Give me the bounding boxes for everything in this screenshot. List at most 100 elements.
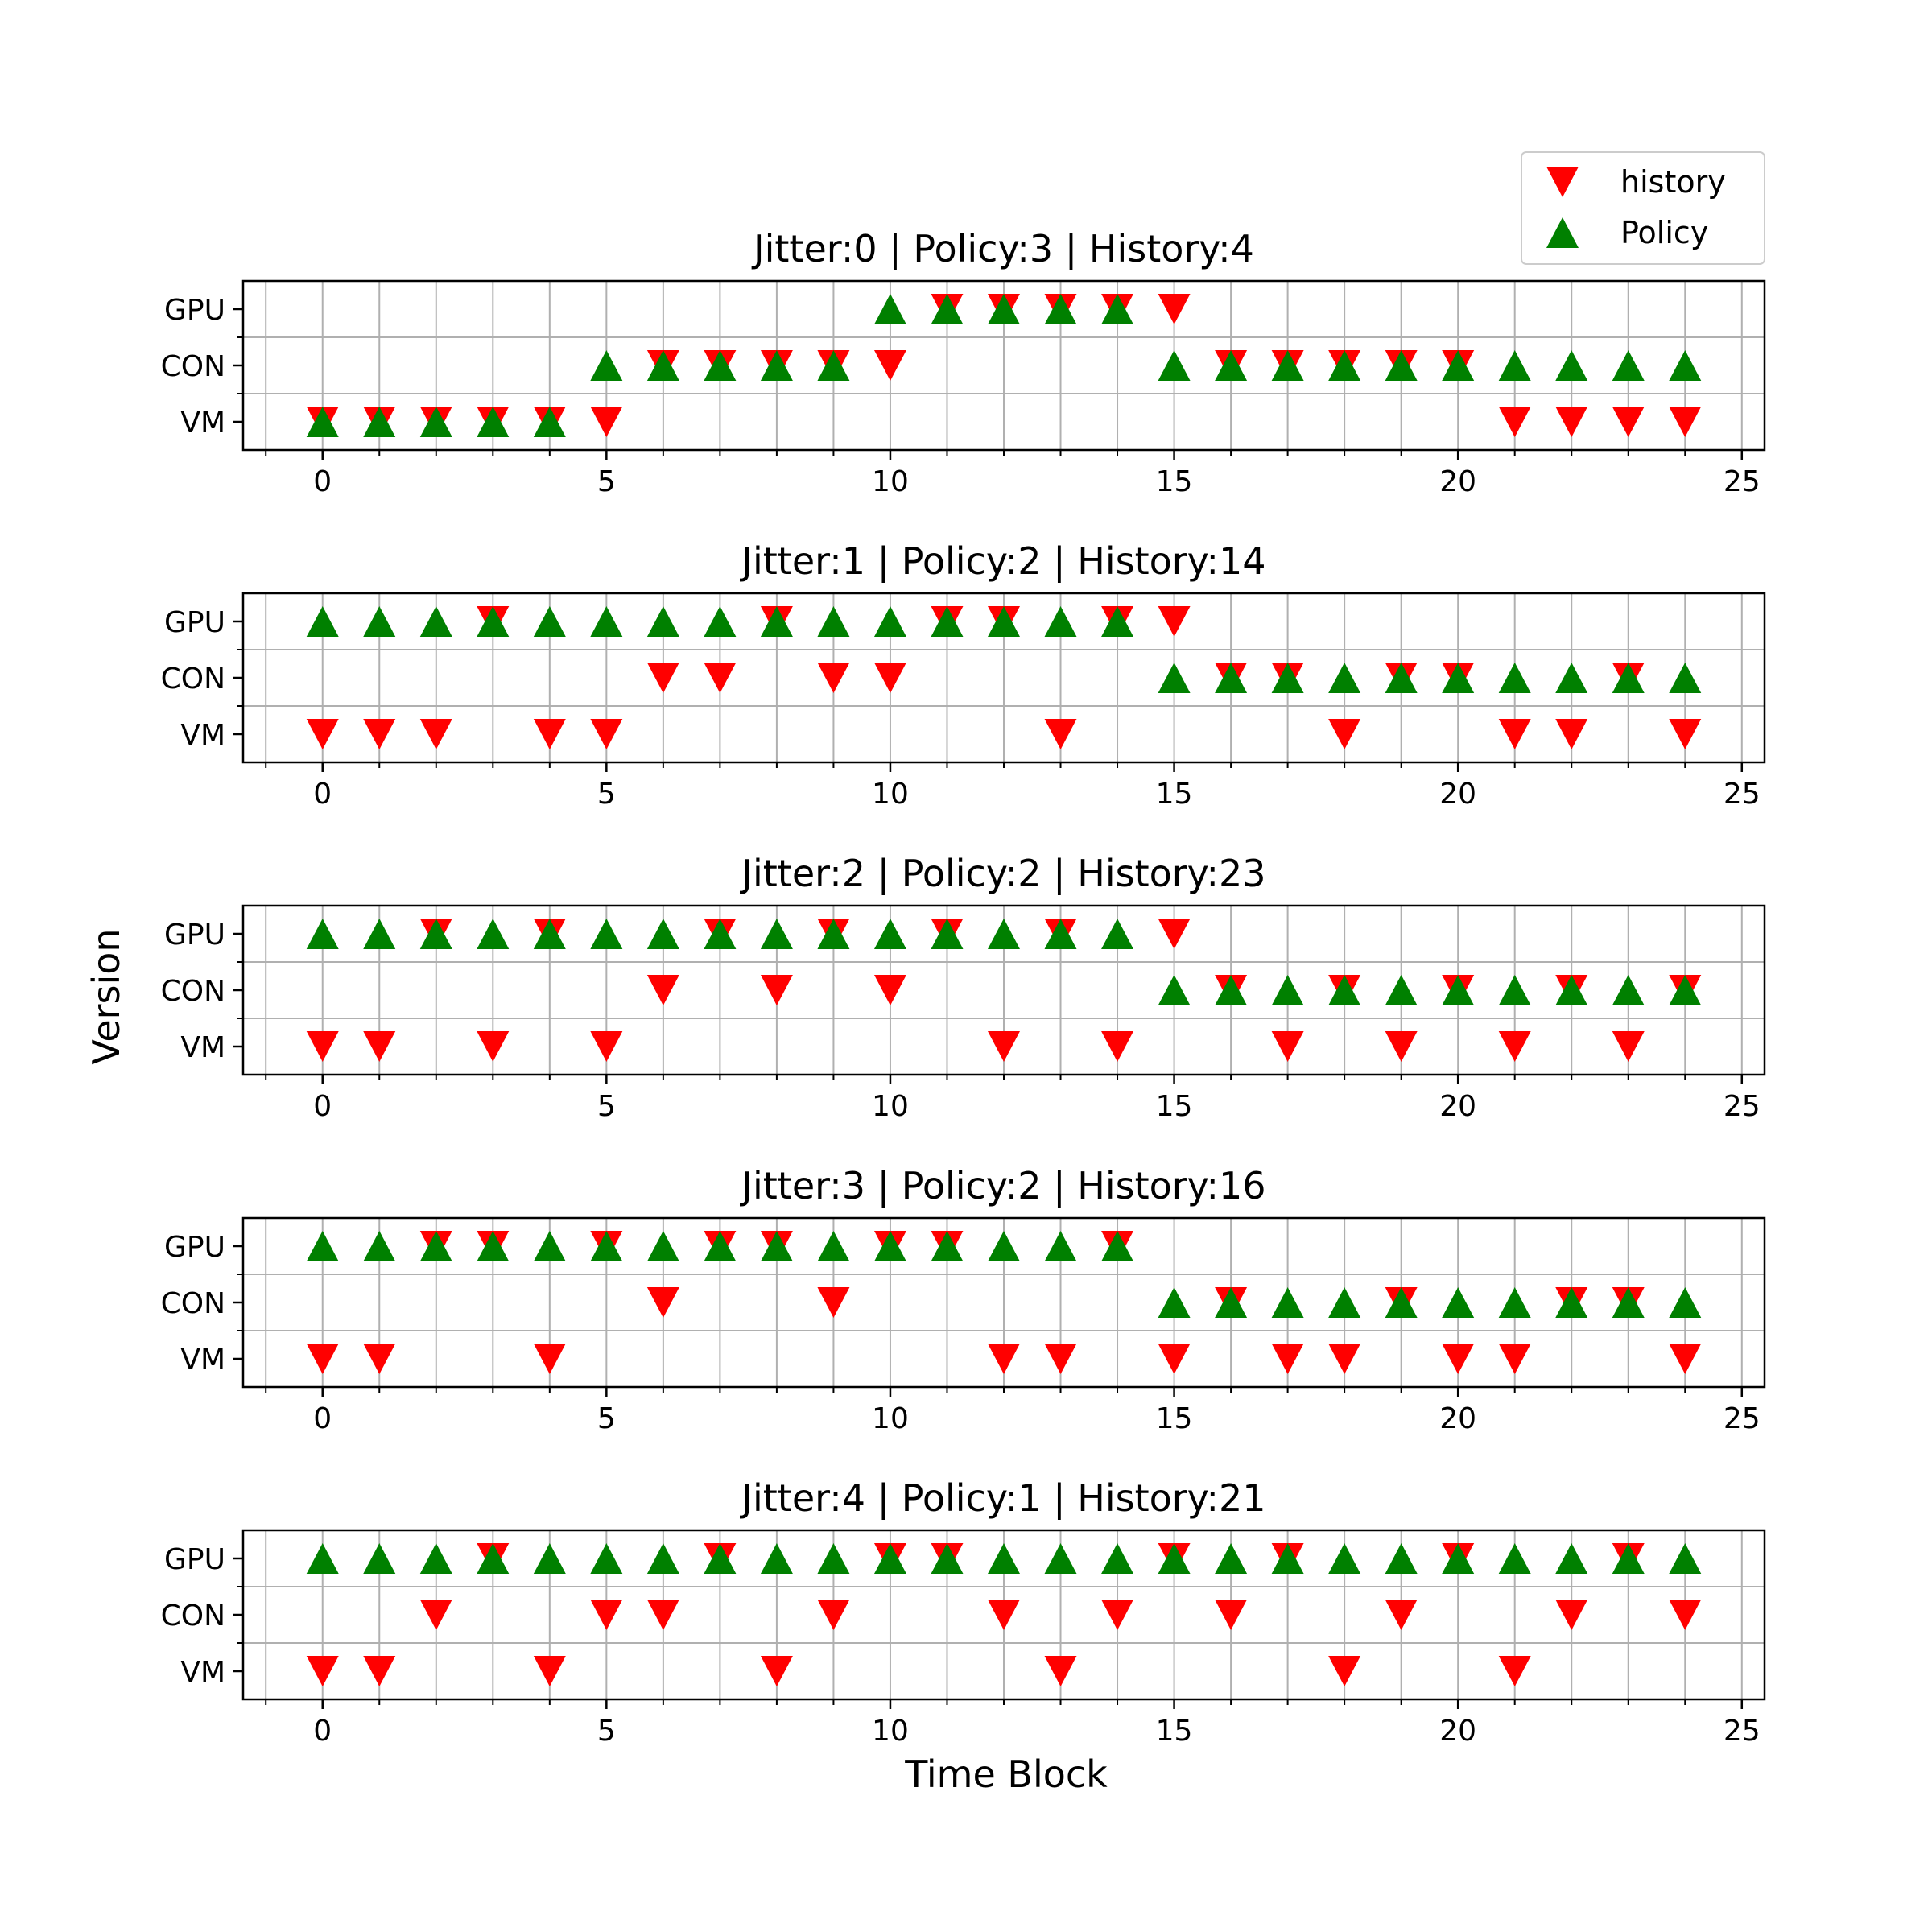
- history-marker: [590, 1031, 623, 1062]
- history-marker: [1158, 294, 1191, 324]
- y-tick-label: CON: [161, 350, 225, 383]
- history-marker: [363, 1344, 396, 1374]
- policy-marker: [590, 606, 623, 637]
- history-marker: [817, 1287, 850, 1318]
- x-tick-label: 15: [1156, 465, 1193, 498]
- subplot-title: Jitter:2 | Policy:2 | History:23: [739, 852, 1265, 896]
- policy-marker: [363, 919, 396, 949]
- history-marker: [1498, 719, 1531, 749]
- history-marker: [1498, 1344, 1531, 1374]
- y-tick-label: GPU: [164, 294, 225, 327]
- history-marker: [533, 719, 566, 749]
- history-marker: [873, 350, 906, 381]
- history-marker: [646, 663, 679, 693]
- policy-marker: [1101, 919, 1134, 949]
- policy-marker: [533, 606, 566, 637]
- history-marker: [1328, 1344, 1361, 1374]
- policy-marker: [363, 1231, 396, 1261]
- x-tick-label: 20: [1439, 778, 1476, 811]
- subplot-5: Jitter:4 | Policy:1 | History:21 0 5 10 15 20…: [161, 1476, 1766, 1748]
- subplot-title: Jitter:3 | Policy:2 | History:16: [739, 1164, 1265, 1208]
- history-marker: [363, 719, 396, 749]
- history-marker: [873, 975, 906, 1005]
- legend-marker-policy: [1546, 217, 1579, 248]
- policy-marker: [1669, 975, 1702, 1005]
- policy-marker: [1215, 1287, 1248, 1318]
- policy-marker: [988, 1543, 1020, 1574]
- policy-marker: [1044, 606, 1077, 637]
- x-tick-label: 15: [1156, 778, 1193, 811]
- history-marker: [988, 1344, 1020, 1374]
- history-marker: [1669, 407, 1702, 437]
- history-marker: [1555, 1600, 1588, 1630]
- history-marker: [363, 1656, 396, 1686]
- policy-marker: [1328, 1287, 1361, 1318]
- x-tick-label: 5: [597, 1715, 616, 1748]
- policy-marker: [931, 294, 964, 324]
- policy-marker: [1612, 1543, 1645, 1574]
- policy-marker: [1612, 1287, 1645, 1318]
- history-marker: [1669, 1600, 1702, 1630]
- policy-marker: [760, 1543, 793, 1574]
- policy-marker: [533, 919, 566, 949]
- policy-marker: [704, 606, 737, 637]
- history-marker: [1271, 1031, 1304, 1062]
- policy-marker: [477, 606, 510, 637]
- policy-marker: [306, 1543, 339, 1574]
- policy-marker: [419, 919, 452, 949]
- policy-marker: [646, 1543, 679, 1574]
- history-marker: [1385, 1031, 1418, 1062]
- history-marker: [1612, 1031, 1645, 1062]
- history-marker: [306, 1031, 339, 1062]
- x-tick-label: 25: [1724, 1090, 1761, 1123]
- policy-marker: [306, 407, 339, 437]
- y-axis-label: Version: [85, 928, 128, 1064]
- policy-marker: [1612, 975, 1645, 1005]
- policy-marker: [1385, 1287, 1418, 1318]
- policy-marker: [1328, 350, 1361, 381]
- history-marker: [1555, 407, 1588, 437]
- policy-marker: [1158, 663, 1191, 693]
- policy-marker: [1215, 663, 1248, 693]
- x-tick-label: 0: [313, 1715, 332, 1748]
- policy-marker: [760, 350, 793, 381]
- history-marker: [1044, 1656, 1077, 1686]
- policy-marker: [1328, 975, 1361, 1005]
- policy-marker: [988, 606, 1020, 637]
- policy-marker: [363, 407, 396, 437]
- history-marker: [1669, 1344, 1702, 1374]
- history-marker: [1669, 719, 1702, 749]
- history-marker: [1215, 1600, 1248, 1630]
- history-marker: [306, 719, 339, 749]
- policy-marker: [533, 1543, 566, 1574]
- policy-marker: [477, 919, 510, 949]
- subplot-title: Jitter:4 | Policy:1 | History:21: [739, 1476, 1265, 1521]
- policy-marker: [1158, 1287, 1191, 1318]
- subplot-2: Jitter:1 | Policy:2 | History:14 0 5 10 15 20…: [161, 539, 1766, 811]
- policy-marker: [873, 1231, 906, 1261]
- subplot-4: Jitter:3 | Policy:2 | History:16 0 5 10 15 20…: [161, 1164, 1766, 1435]
- y-tick-label: CON: [161, 663, 225, 696]
- policy-marker: [988, 919, 1020, 949]
- policy-marker: [1271, 1543, 1304, 1574]
- policy-marker: [760, 1231, 793, 1261]
- policy-marker: [477, 1231, 510, 1261]
- policy-marker: [590, 919, 623, 949]
- history-marker: [1271, 1344, 1304, 1374]
- policy-marker: [646, 350, 679, 381]
- y-tick-label: GPU: [164, 919, 225, 952]
- x-tick-label: 25: [1724, 465, 1761, 498]
- history-marker: [1385, 1600, 1418, 1630]
- policy-marker: [1612, 663, 1645, 693]
- x-tick-label: 15: [1156, 1715, 1193, 1748]
- policy-marker: [1555, 1287, 1588, 1318]
- x-tick-label: 15: [1156, 1402, 1193, 1435]
- x-tick-label: 10: [872, 465, 909, 498]
- policy-marker: [931, 606, 964, 637]
- policy-marker: [646, 1231, 679, 1261]
- policy-marker: [590, 1543, 623, 1574]
- policy-marker: [1385, 350, 1418, 381]
- policy-marker: [1555, 975, 1588, 1005]
- policy-marker: [988, 294, 1020, 324]
